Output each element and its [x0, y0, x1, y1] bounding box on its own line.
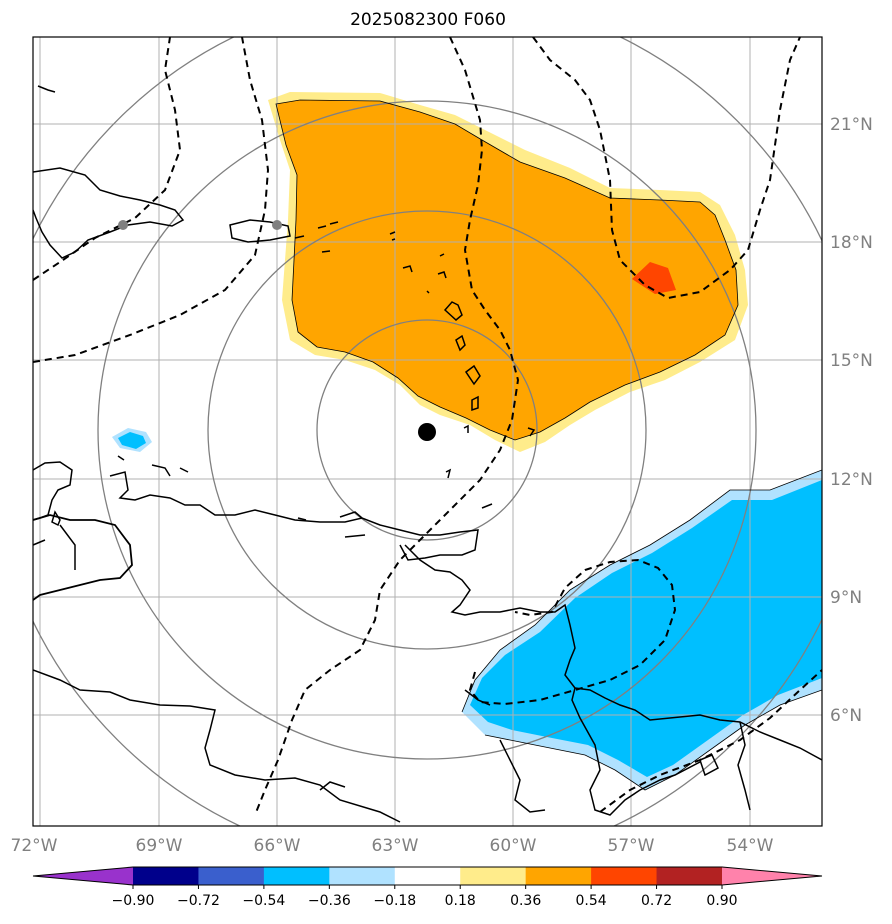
colorbar-swatch: [394, 867, 461, 885]
colorbar-swatch: [656, 867, 723, 885]
colorbar-tick-label: −0.54: [242, 893, 285, 909]
colorbar-swatch: [198, 867, 265, 885]
longitude-labels: 72°W 69°W 66°W 63°W 60°W 57°W 54°W: [11, 836, 774, 856]
lon-label: 66°W: [254, 836, 301, 856]
map-frame: [32, 36, 823, 827]
range-rings: [33, 37, 822, 826]
lat-label: 21°N: [830, 115, 873, 135]
lat-label: 18°N: [830, 233, 873, 253]
colorbar-tick-label: 0.72: [641, 893, 672, 909]
lat-label: 6°N: [830, 706, 862, 726]
colorbar-swatch: [460, 867, 527, 885]
lon-label: 60°W: [490, 836, 537, 856]
lon-label: 57°W: [608, 836, 655, 856]
colorbar-extend-low: [33, 867, 133, 885]
dashed-contours: [33, 37, 822, 816]
graticule: [33, 37, 822, 826]
colorbar-tick-label: −0.36: [308, 893, 351, 909]
coastlines: [33, 85, 822, 823]
colorbar-swatch: [525, 867, 592, 885]
negative-anomaly-field: [112, 428, 822, 790]
map-title: 2025082300 F060: [350, 10, 506, 30]
storm-center-marker: [418, 423, 436, 441]
lon-label: 72°W: [11, 836, 58, 856]
lat-label: 12°N: [830, 470, 873, 490]
city-marker: [118, 220, 128, 230]
colorbar-tick-label: −0.72: [177, 893, 220, 909]
colorbar-tick-label: 0.54: [576, 893, 607, 909]
colorbar-swatch: [263, 867, 330, 885]
latitude-labels: 21°N 18°N 15°N 12°N 9°N 6°N: [830, 115, 873, 726]
colorbar-swatch: [591, 867, 658, 885]
city-marker: [272, 220, 282, 230]
colorbar: −0.90 −0.72 −0.54 −0.36 −0.18 0.18 0.36 0.54 0.7…: [32, 866, 823, 909]
lon-label: 54°W: [727, 836, 774, 856]
colorbar-swatch: [133, 867, 199, 885]
colorbar-tick-label: −0.90: [112, 893, 155, 909]
colorbar-tick-label: 0.18: [445, 893, 476, 909]
colorbar-swatch: [329, 867, 396, 885]
colorbar-tick-label: 0.36: [510, 893, 541, 909]
positive-field-outline: [275, 99, 822, 791]
lon-label: 63°W: [372, 836, 419, 856]
lon-label: 69°W: [136, 836, 183, 856]
colorbar-extend-high: [722, 867, 822, 885]
positive-anomaly-field: [268, 92, 748, 452]
colorbar-tick-label: 0.90: [706, 893, 737, 909]
lat-label: 15°N: [830, 351, 873, 371]
colorbar-tick-label: −0.18: [373, 893, 416, 909]
lat-label: 9°N: [830, 588, 862, 608]
